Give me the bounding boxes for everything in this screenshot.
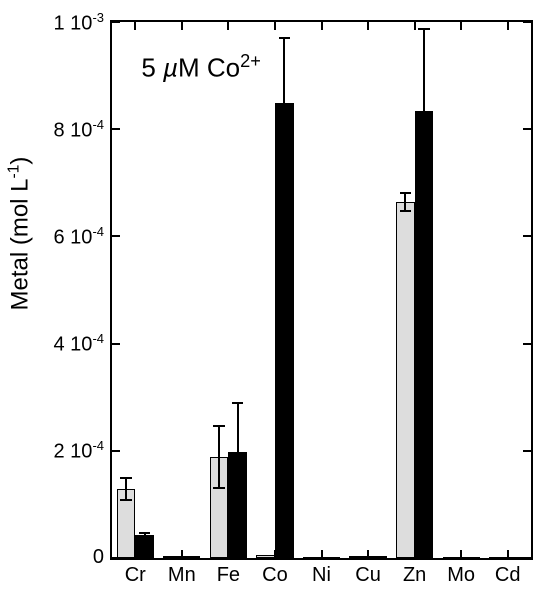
bar-Mn-light — [163, 556, 182, 558]
bar-Ni-dark — [322, 557, 341, 559]
y-tick-label: 4 10-4 — [54, 331, 105, 357]
bar-Co-dark — [275, 103, 294, 558]
errorbar-cap — [418, 116, 429, 118]
errorbar-cap — [139, 532, 150, 534]
y-tick-label: 8 10-4 — [54, 117, 105, 143]
errorbar-cap — [279, 37, 290, 39]
y-tick — [112, 343, 120, 345]
y-tick — [523, 343, 531, 345]
errorbar-cap — [232, 402, 243, 404]
bar-Co-light — [256, 555, 275, 558]
x-tick — [507, 22, 509, 30]
y-tick — [112, 450, 120, 452]
errorbar-cap — [400, 210, 411, 212]
y-tick — [523, 21, 531, 23]
bar-Cu-light — [349, 556, 368, 558]
y-tick-label: 6 10-4 — [54, 224, 105, 250]
x-tick — [367, 22, 369, 30]
bar-Mn-dark — [182, 556, 201, 558]
errorbar-cap — [418, 28, 429, 30]
bar-Mo-light — [443, 557, 462, 559]
y-tick-label: 2 10-4 — [54, 438, 105, 464]
bar-Cd-dark — [508, 557, 527, 559]
y-tick-label: 1 10-3 — [54, 10, 105, 36]
errorbar-cap — [139, 537, 150, 539]
errorbar-cap — [120, 477, 131, 479]
x-tick — [227, 22, 229, 30]
errorbar — [423, 29, 425, 117]
bar-Mo-dark — [461, 557, 480, 559]
y-tick — [112, 128, 120, 130]
y-tick — [523, 128, 531, 130]
errorbar-cap — [400, 192, 411, 194]
x-tick — [460, 22, 462, 30]
errorbar-cap — [232, 500, 243, 502]
y-axis-label: Metal (mol L-1) — [6, 271, 35, 311]
errorbar — [404, 193, 406, 211]
y-tick — [112, 235, 120, 237]
x-tick-label: Zn — [395, 564, 435, 587]
metal-bar-chart: Metal (mol L-1) 5 µM Co2+ 0 2 10-4 4 10-4 6… — [0, 0, 543, 600]
errorbar — [237, 403, 239, 502]
bar-Zn-light — [396, 202, 415, 558]
y-tick — [523, 450, 531, 452]
x-tick-label: Fe — [208, 564, 248, 587]
x-tick — [321, 22, 323, 30]
bar-Cu-dark — [368, 556, 387, 558]
plot-area — [110, 20, 533, 560]
x-tick — [274, 22, 276, 30]
x-tick-label: Cr — [115, 564, 155, 587]
errorbar — [283, 38, 285, 110]
errorbar-cap — [213, 487, 224, 489]
bar-Ni-light — [303, 557, 322, 559]
x-tick-label: Co — [255, 564, 295, 587]
x-tick — [181, 22, 183, 30]
chart-annotation: 5 µM Co2+ — [141, 51, 261, 84]
errorbar-cap — [279, 109, 290, 111]
y-tick — [112, 21, 120, 23]
errorbar-cap — [120, 499, 131, 501]
bar-Zn-dark — [415, 111, 434, 558]
x-tick-label: Mo — [441, 564, 481, 587]
x-tick-label: Ni — [302, 564, 342, 587]
x-tick-label: Cu — [348, 564, 388, 587]
x-tick — [414, 22, 416, 30]
x-tick — [134, 22, 136, 30]
y-tick — [523, 235, 531, 237]
y-tick-label: 0 — [93, 546, 104, 569]
bar-Cd-light — [489, 557, 508, 559]
errorbar — [125, 478, 127, 500]
errorbar — [218, 426, 220, 488]
errorbar-cap — [213, 425, 224, 427]
x-tick-label: Cd — [488, 564, 528, 587]
x-tick-label: Mn — [162, 564, 202, 587]
